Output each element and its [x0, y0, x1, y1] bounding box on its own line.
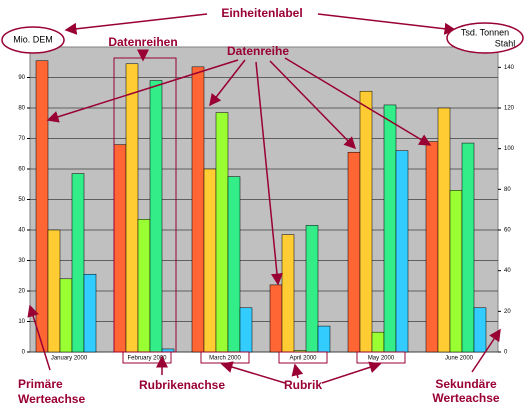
y2-tick-label: 140	[504, 65, 515, 71]
arrow	[317, 13, 457, 35]
bar	[137, 219, 151, 353]
arrow	[64, 13, 208, 35]
y2-tick-label: 100	[504, 146, 515, 152]
primary-axis-label: Werteachse	[18, 392, 85, 406]
y2-tick-label: 80	[504, 187, 511, 193]
ellipse	[446, 22, 524, 54]
y-tick-label: 50	[18, 197, 25, 203]
annotations: Einheitenlabel Mio. DEM Tsd. Tonnen Stah…	[1, 6, 524, 54]
bar	[191, 66, 205, 353]
arrow	[27, 304, 51, 371]
arrow	[284, 57, 432, 146]
category-axis-label: Rubrikenachse	[139, 378, 225, 392]
y2-tick-label: 20	[504, 309, 511, 315]
arrow	[255, 61, 283, 286]
arrow	[291, 363, 304, 379]
y-tick-label: 90	[18, 75, 25, 81]
bar	[215, 112, 229, 353]
y2-tick-label: 40	[504, 268, 511, 274]
plot: 0 10 20 30 40 50 60 70 80 90 0 20 40 60 80 100 120 140 Jan…	[18, 46, 515, 364]
bar	[269, 284, 283, 353]
bar	[125, 63, 139, 353]
bar	[383, 104, 397, 353]
bar	[425, 141, 439, 353]
overlay: Datenreihen Datenreihe Primäre Werteachs…	[18, 35, 501, 406]
x-tick-label: February 2000	[127, 356, 167, 362]
x-tick-label: April 2000	[289, 356, 317, 362]
bar	[473, 307, 487, 353]
arrow	[321, 361, 382, 384]
bar	[149, 80, 163, 353]
y-tick-label: 30	[18, 258, 25, 264]
bar	[71, 173, 85, 353]
x-tick-label: March 2000	[209, 356, 241, 362]
x-tick-label: January 2000	[51, 356, 88, 362]
y2-tick-label: 60	[504, 228, 511, 234]
secondary-axis-label: Werteachse	[432, 391, 499, 405]
bar	[449, 190, 463, 353]
series-label: Datenreihe	[227, 44, 289, 58]
x-tick-label: May 2000	[368, 356, 395, 362]
y2-tick-label: 120	[504, 106, 515, 112]
secondary-axis-label: Sekundäre	[435, 377, 497, 391]
bar	[47, 229, 61, 353]
arrow	[220, 361, 286, 384]
y-tick-label: 0	[22, 350, 26, 356]
primary-axis-label: Primäre	[18, 377, 63, 391]
category-label: Rubrik	[284, 378, 322, 392]
unit-label: Einheitenlabel	[221, 6, 302, 20]
bar	[227, 176, 241, 353]
bar	[461, 142, 475, 353]
right-unit: Stahl	[495, 38, 516, 48]
arrow	[269, 60, 357, 150]
y2-tick-label: 0	[504, 350, 508, 356]
y-tick-label: 20	[18, 289, 25, 295]
bar	[83, 273, 97, 353]
bar	[371, 331, 385, 353]
bar	[203, 168, 217, 353]
bar	[395, 150, 409, 353]
ellipse	[1, 26, 65, 54]
y-tick-label: 40	[18, 228, 25, 234]
arrow	[209, 59, 246, 107]
bar	[35, 60, 49, 353]
arrow	[46, 59, 239, 123]
bar	[113, 144, 127, 353]
arrow	[471, 328, 501, 373]
bar	[239, 307, 253, 353]
y-tick-label: 10	[18, 319, 25, 325]
bar	[59, 278, 73, 353]
right-unit: Tsd. Tonnen	[461, 27, 509, 37]
bar	[359, 90, 373, 353]
category-box	[278, 351, 328, 364]
bar	[437, 107, 451, 353]
y-tick-label: 80	[18, 106, 25, 112]
series-group-label: Datenreihen	[108, 35, 177, 49]
left-unit: Mio. DEM	[13, 34, 53, 44]
y-tick-label: 60	[18, 167, 25, 173]
bar	[281, 234, 295, 353]
bar	[317, 325, 331, 353]
bar	[305, 225, 319, 353]
x-tick-label: June 2000	[445, 356, 474, 362]
y-tick-label: 70	[18, 136, 25, 142]
bar	[347, 151, 361, 353]
